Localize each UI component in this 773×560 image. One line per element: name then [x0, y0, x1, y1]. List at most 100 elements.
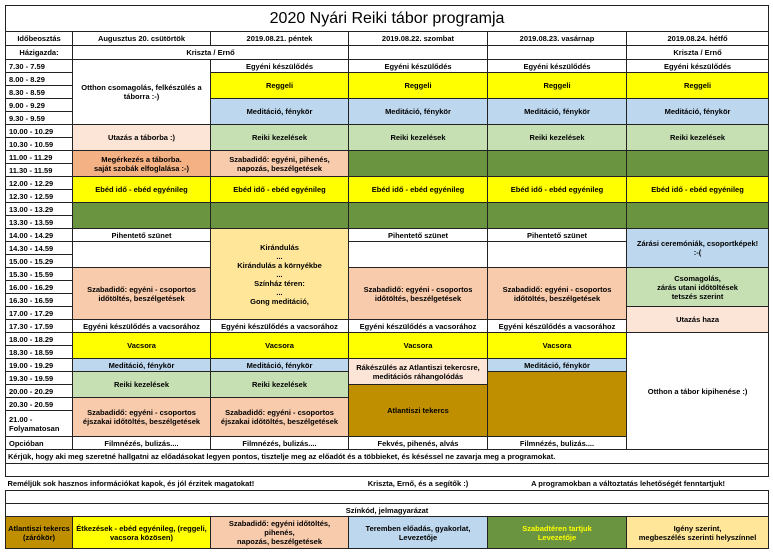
note: Reméljük sok hasznos információkat kapok…: [5, 476, 349, 491]
activity: Reiki kezelések: [210, 124, 349, 151]
activity: Reggeli: [487, 72, 627, 99]
activity: Meditáció, fénykör: [348, 98, 488, 125]
empty-block: [72, 202, 211, 229]
activity: Meditáció, fénykör: [487, 98, 627, 125]
time-slot: 17.00 - 17.29: [5, 306, 73, 320]
schedule-page: 2020 Nyári Reiki tábor programja Időbeosz…: [4, 5, 770, 549]
activity: Filmnézés, bulizás....: [72, 436, 211, 450]
time-slot: 10.00 - 10.29: [5, 124, 73, 138]
empty-row: [4, 463, 770, 477]
table-row: 15.30 - 15.59 Szabadidő: egyéni - csoport…: [5, 267, 770, 320]
activity: Egyéni készülődés a vacsorához: [348, 319, 488, 333]
legend-item: Atlantiszi tekercs (zárókör): [5, 516, 73, 549]
activity: Vacsora: [72, 332, 211, 359]
time-slot: 20.30 - 20.59: [5, 397, 73, 411]
empty-block: [348, 150, 488, 177]
time-slot: 8.00 - 8.29: [5, 72, 73, 86]
time-slot: 19.30 - 19.59: [5, 371, 73, 385]
activity: Ebéd idő - ebéd egyénileg: [72, 176, 211, 203]
activity: Reiki kezelések: [348, 124, 488, 151]
table-row: 7.30 - 7.59 Otthon csomagolás, felkészülé…: [5, 59, 770, 125]
table-row: 20.30 - 20.59 Szabadidő: egyéni - csoport…: [5, 397, 769, 437]
activity: Vacsora: [210, 332, 349, 359]
time-slot: 10.30 - 10.59: [5, 137, 73, 151]
empty-block: [487, 241, 627, 268]
table-row: Házigazda: Kriszta / Ernő Kriszta / Ernő: [5, 45, 770, 60]
day-header: 2019.08.24. hétfő: [625, 31, 770, 46]
empty-cell: [487, 45, 627, 60]
table-row: 18.00 - 18.29 Vacsora Vacsora Vacsora Vacsor…: [5, 332, 770, 450]
activity: Otthon csomagolás, felkészülés a táborra…: [72, 59, 211, 125]
time-slot: 18.00 - 18.29: [5, 332, 73, 346]
time-slot: 16.00 - 16.29: [5, 280, 73, 294]
header-label: Időbeosztás: [5, 31, 73, 46]
activity: Vacsora: [348, 332, 488, 359]
time-slot: 12.00 - 12.29: [5, 176, 73, 190]
table-row: 13.30 - 13.59: [5, 215, 769, 229]
empty-row: [4, 490, 770, 504]
time-slot: 21.00 - Folyamatosan: [5, 410, 73, 437]
time-slot: 14.00 - 14.29: [5, 228, 73, 242]
activity: Egyéni készülődés a vacsorához: [487, 319, 627, 333]
activity: Ebéd idő - ebéd egyénileg: [210, 176, 349, 203]
activity: Reiki kezelések: [210, 371, 349, 398]
activity: Szabadidő: egyéni - csoportos éjszakai i…: [72, 397, 211, 437]
table-row: 9.30 - 9.59: [5, 111, 769, 125]
activity: Meditáció, fénykör: [487, 358, 627, 372]
activity: Egyéni készülődés a vacsorához: [72, 319, 211, 333]
empty-cell: [348, 45, 488, 60]
note: A programokban a változtatás lehetőségét…: [487, 476, 769, 491]
empty-block: [210, 202, 349, 229]
activity: Egyéni készülődés: [487, 59, 627, 73]
activity: Pihentető szünet: [487, 228, 627, 242]
hosts-name: Kriszta / Ernő: [72, 45, 349, 60]
table-row: Időbeosztás Augusztus 20. csütörtök 2019.0…: [5, 31, 770, 46]
table-row: 20.00 - 20.29 Atlantiszi tekercs: [5, 384, 769, 437]
note: Kérjük, hogy aki meg szeretné hallgatni …: [4, 449, 770, 464]
table-row: Kérjük, hogy aki meg szeretné hallgatni …: [4, 449, 770, 464]
activity: Ebéd idő - ebéd egyénileg: [487, 176, 627, 203]
empty-block: [625, 202, 770, 229]
hosts-label: Házigazda:: [5, 45, 73, 60]
table-row: 17.00 - 17.29 Utazás haza: [5, 306, 770, 333]
time-slot: 20.00 - 20.29: [5, 384, 73, 398]
table-row: 14.00 - 14.29 Pihentető szünet Kirándulás …: [5, 228, 770, 320]
time-slot: 11.30 - 11.59: [5, 163, 73, 177]
activity: Szabadidő: egyéni - csoportos időtöltés,…: [348, 267, 488, 320]
day-header: 2019.08.23. vasárnap: [487, 31, 627, 46]
activity: Vacsora: [487, 332, 627, 359]
table-row: 18.30 - 18.59: [5, 345, 769, 359]
empty-block: [487, 371, 627, 437]
day-header: Augusztus 20. csütörtök: [72, 31, 211, 46]
activity: Pihentető szünet: [348, 228, 488, 242]
table-row: Színkód, jelmagyarázat: [4, 503, 770, 517]
empty-block: [348, 202, 488, 229]
time-slot: 15.30 - 15.59: [5, 267, 73, 281]
activity: Meditáció, fénykör: [625, 98, 770, 125]
table-row: 12.00 - 12.29 Ebéd idő - ebéd egyénileg Eb…: [5, 176, 770, 203]
activity: Otthon a tábor kipihenése :): [625, 332, 770, 450]
activity: Meditáció, fénykör: [210, 98, 349, 125]
activity: Meditáció, fénykör: [210, 358, 349, 372]
activity: Meditáció, fénykör: [72, 358, 211, 372]
time-slot: 18.30 - 18.59: [5, 345, 73, 359]
activity: Egyéni készülődés: [348, 59, 488, 73]
empty-block: [487, 150, 627, 177]
activity: Filmnézés, bulizás....: [487, 436, 627, 450]
table-row: 19.00 - 19.29 Meditáció, fénykör Meditáció…: [5, 358, 769, 385]
time-slot: 9.00 - 9.29: [5, 98, 73, 112]
legend-item: Szabadtéren tartjuk Levezetője: [487, 516, 627, 549]
activity: Utazás haza: [625, 306, 770, 333]
time-slot: Opcióban: [5, 436, 73, 450]
activity: Reggeli: [625, 72, 770, 99]
table-row: 14.30 - 14.59: [5, 241, 769, 268]
table-row: 11.00 - 11.29 Megérkezés a táborba. saját…: [5, 150, 770, 177]
activity: Rákészülés az Atlantiszi tekercsre, medi…: [348, 358, 488, 385]
table-row: 13.00 - 13.29: [5, 202, 770, 229]
schedule-table: 2020 Nyári Reiki tábor programja Időbeosz…: [4, 5, 770, 549]
activity: Csomagolás, zárás utani időtöltések tets…: [625, 267, 770, 307]
table-row: [4, 490, 770, 504]
day-header: 2019.08.22. szombat: [348, 31, 488, 46]
activity: Szabadidő: egyéni, pihenés, napozás, bes…: [210, 150, 349, 177]
activity: Pihentető szünet: [72, 228, 211, 242]
